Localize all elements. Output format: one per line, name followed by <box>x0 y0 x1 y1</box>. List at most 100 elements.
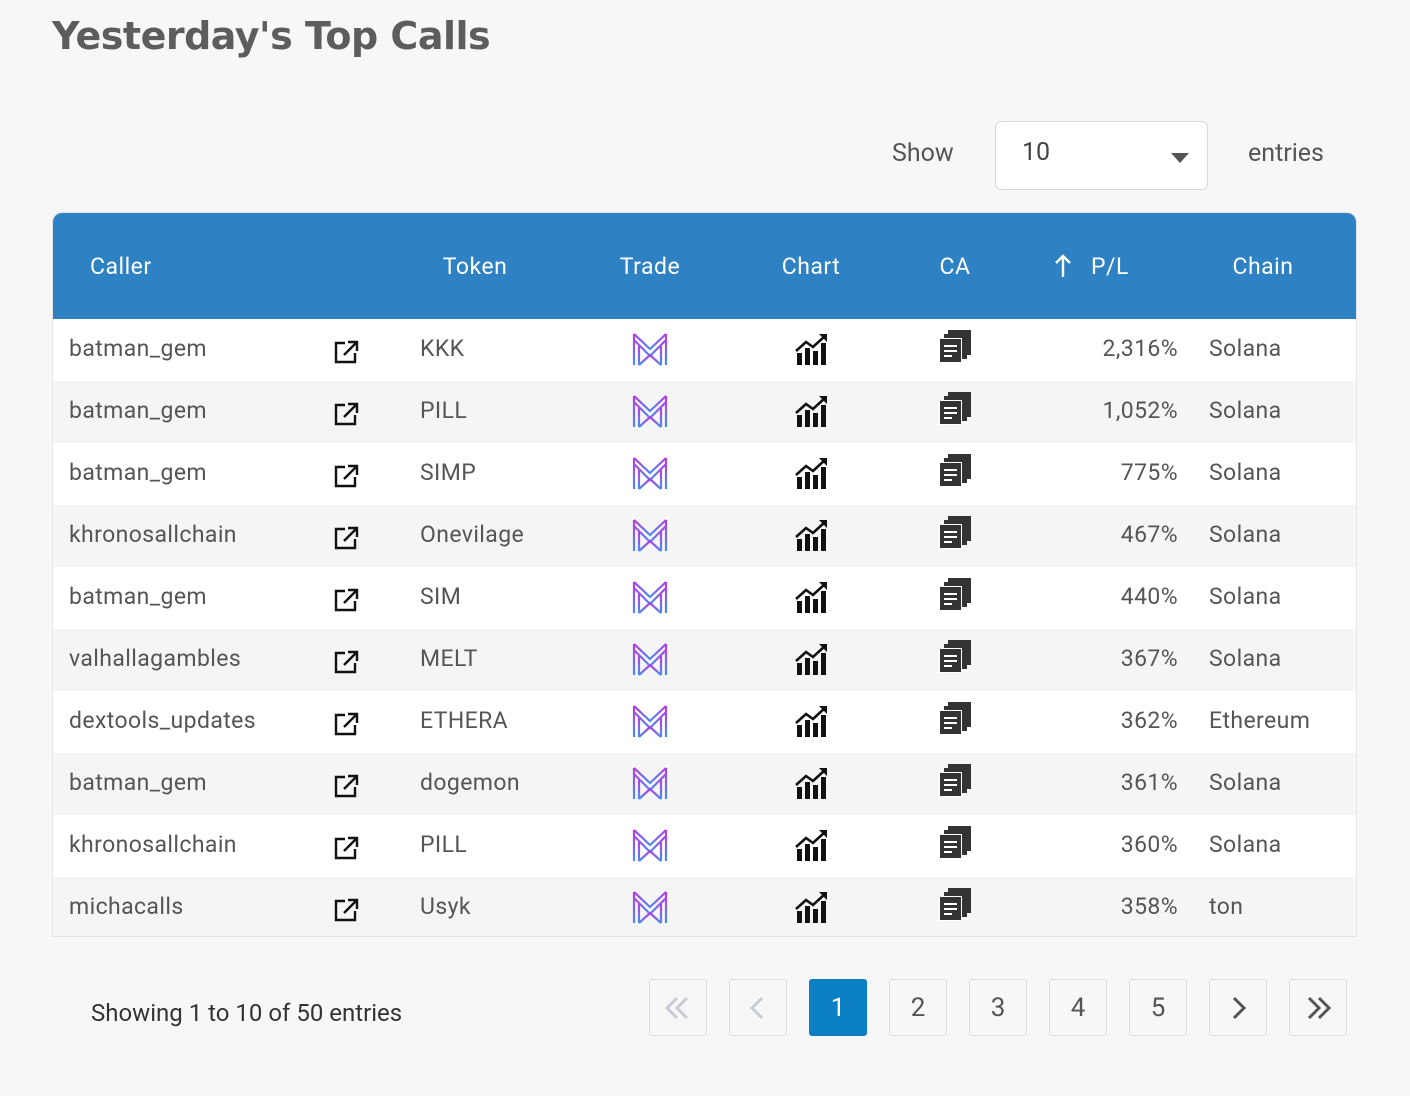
column-header[interactable]: Token <box>442 253 508 280</box>
caller: khronosallchain <box>69 831 237 858</box>
chart-icon[interactable] <box>794 393 830 429</box>
chain: Ethereum <box>1209 707 1311 734</box>
chart-icon[interactable] <box>794 517 830 553</box>
first-page-graphic <box>664 996 689 1019</box>
trade-icon[interactable] <box>631 393 669 431</box>
profit-loss: 2,316% <box>1102 335 1178 362</box>
caller: batman_gem <box>69 397 207 424</box>
column-header[interactable]: Chart <box>781 253 841 280</box>
previous-page[interactable] <box>729 979 787 1036</box>
trade-icon[interactable] <box>631 703 669 741</box>
page-title: Yesterday's Top Calls <box>52 14 491 58</box>
chart-icon[interactable] <box>794 703 830 739</box>
trade-icon[interactable] <box>631 827 669 865</box>
chart-icon-graphic <box>795 458 827 489</box>
chart-icon[interactable] <box>794 889 830 925</box>
profit-loss: 1,052% <box>1102 397 1178 424</box>
copy-ca-icon-graphic <box>939 578 971 611</box>
chart-icon[interactable] <box>794 455 830 491</box>
next-page[interactable] <box>1209 979 1267 1036</box>
trade-icon[interactable] <box>631 765 669 803</box>
trade-icon-graphic <box>632 581 668 614</box>
page-button[interactable]: 5 <box>1129 979 1187 1036</box>
profit-loss: 361% <box>1120 769 1178 796</box>
copy-ca-icon[interactable] <box>938 515 972 551</box>
column-header[interactable]: CA <box>939 253 971 280</box>
column-header[interactable]: Caller <box>90 253 152 280</box>
copy-ca-icon-graphic <box>939 640 971 673</box>
page-button[interactable]: 3 <box>969 979 1027 1036</box>
external-link-icon-graphic <box>334 712 359 736</box>
external-link-icon-graphic <box>334 836 359 860</box>
chain: Solana <box>1209 521 1282 548</box>
external-link-icon[interactable] <box>333 587 359 613</box>
external-link-icon[interactable] <box>333 773 359 799</box>
chart-icon[interactable] <box>794 641 830 677</box>
sort-arrow-graphic <box>1055 254 1071 277</box>
copy-ca-icon[interactable] <box>938 701 972 737</box>
caller: dextools_updates <box>69 707 257 734</box>
copy-ca-icon[interactable] <box>938 639 972 675</box>
trade-icon[interactable] <box>631 889 669 927</box>
token: KKK <box>420 335 465 362</box>
trade-icon[interactable] <box>631 579 669 617</box>
copy-ca-icon[interactable] <box>938 887 972 923</box>
trade-icon-graphic <box>632 829 668 862</box>
column-header[interactable]: P/L <box>1091 253 1129 280</box>
caller: batman_gem <box>69 769 207 796</box>
last-page[interactable] <box>1289 979 1347 1036</box>
profit-loss: 360% <box>1120 831 1178 858</box>
column-header[interactable]: Chain <box>1232 253 1294 280</box>
copy-ca-icon[interactable] <box>938 453 972 489</box>
page-button[interactable]: 4 <box>1049 979 1107 1036</box>
chart-icon[interactable] <box>794 579 830 615</box>
trade-icon[interactable] <box>631 517 669 555</box>
next-page-graphic <box>1232 996 1247 1019</box>
token: SIMP <box>420 459 477 486</box>
first-page[interactable] <box>649 979 707 1036</box>
external-link-icon[interactable] <box>333 401 359 427</box>
external-link-icon[interactable] <box>333 649 359 675</box>
chain: Solana <box>1209 397 1282 424</box>
caller: batman_gem <box>69 583 207 610</box>
table-row: batman_gem SIMP 775% Solana <box>53 443 1356 505</box>
external-link-icon[interactable] <box>333 711 359 737</box>
chart-icon-graphic <box>795 582 827 613</box>
trade-icon-graphic <box>632 395 668 428</box>
chain: Solana <box>1209 583 1282 610</box>
external-link-icon[interactable] <box>333 525 359 551</box>
copy-ca-icon[interactable] <box>938 825 972 861</box>
copy-ca-icon[interactable] <box>938 391 972 427</box>
chart-icon[interactable] <box>794 331 830 367</box>
sort-arrow[interactable] <box>1053 253 1073 279</box>
previous-page-graphic <box>749 996 764 1019</box>
external-link-icon[interactable] <box>333 463 359 489</box>
copy-ca-icon[interactable] <box>938 763 972 799</box>
table-row: khronosallchain Onevilage 467% Solana <box>53 505 1356 567</box>
profit-loss: 440% <box>1120 583 1178 610</box>
copy-ca-icon-graphic <box>939 516 971 549</box>
external-link-icon-graphic <box>334 650 359 674</box>
chart-icon[interactable] <box>794 827 830 863</box>
column-header[interactable]: Trade <box>619 253 681 280</box>
chart-icon-graphic <box>795 396 827 427</box>
page-button[interactable]: 2 <box>889 979 947 1036</box>
chart-icon[interactable] <box>794 765 830 801</box>
table-info: Showing 1 to 10 of 50 entries <box>91 999 403 1027</box>
external-link-icon-graphic <box>334 526 359 550</box>
copy-ca-icon[interactable] <box>938 329 972 365</box>
trade-icon[interactable] <box>631 331 669 369</box>
token: Usyk <box>420 893 471 920</box>
caller: batman_gem <box>69 459 207 486</box>
trade-icon[interactable] <box>631 641 669 679</box>
trade-icon[interactable] <box>631 455 669 493</box>
external-link-icon[interactable] <box>333 339 359 365</box>
external-link-icon[interactable] <box>333 897 359 923</box>
page-button[interactable]: 1 <box>809 979 867 1036</box>
calls-table: Caller Token Trade Chart CA P/L Chain batman_g… <box>52 212 1357 937</box>
external-link-icon[interactable] <box>333 835 359 861</box>
entries-select[interactable]: 10 <box>995 121 1208 190</box>
copy-ca-icon[interactable] <box>938 577 972 613</box>
external-link-icon-graphic <box>334 464 359 488</box>
